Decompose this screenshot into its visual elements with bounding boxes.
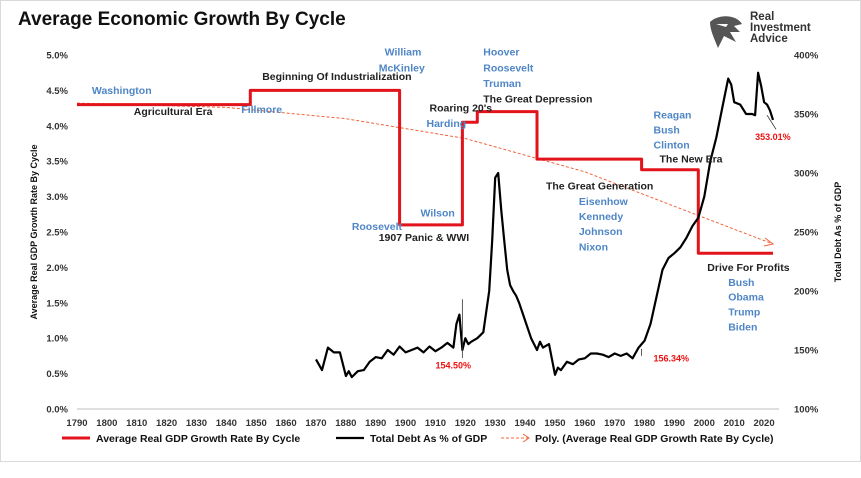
y-tick-label: 4.5%	[46, 86, 68, 97]
annotation-label: The Great Generation	[546, 181, 653, 193]
y-axis-title: Average Real GDP Growth Rate By Cycle	[29, 144, 39, 319]
logo-line3: Advice	[750, 33, 788, 45]
annotation-label: Agricultural Era	[134, 106, 213, 118]
y-tick-label: 3.5%	[46, 157, 68, 168]
legend-label: Poly. (Average Real GDP Growth Rate By C…	[535, 433, 773, 445]
annotation-label: Bush	[654, 125, 680, 137]
y-tick-label: 2.5%	[46, 228, 68, 239]
annotation-label: 1907 Panic & WWI	[379, 232, 470, 244]
legend-arrowhead	[522, 433, 530, 443]
annotation-label: Clinton	[654, 139, 690, 151]
annotation-label: Obama	[728, 292, 764, 304]
x-tick-label: 1950	[544, 418, 565, 429]
y-tick-label: 1.5%	[46, 298, 68, 309]
annotation-label: Trump	[728, 307, 760, 319]
x-tick-label: 1970	[604, 418, 625, 429]
logo-line1: Real	[750, 11, 775, 23]
chart-series	[76, 71, 777, 379]
y2-tick-label: 100%	[794, 405, 819, 416]
chart-title: Average Economic Growth By Cycle	[18, 9, 346, 30]
y2-tick-label: 200%	[794, 287, 819, 298]
annotation-label: The New Era	[660, 154, 723, 166]
annotation-label: Fillmore	[241, 104, 282, 116]
x-tick-label: 1900	[395, 418, 416, 429]
annotation-label: Harding	[427, 118, 467, 130]
annotation-label: Roosevelt	[483, 62, 534, 74]
x-tick-label: 2000	[694, 418, 715, 429]
annotation-label: William	[385, 47, 422, 59]
x-tick-label: 1910	[425, 418, 446, 429]
annotation-label: 353.01%	[755, 132, 791, 142]
y-tick-label: 1.0%	[46, 334, 68, 345]
y-tick-label: 5.0%	[46, 51, 68, 62]
x-tick-label: 1870	[305, 418, 326, 429]
annotation-label: 156.34%	[654, 354, 690, 364]
x-tick-label: 2020	[753, 418, 774, 429]
annotation-label: Eisenhow	[579, 196, 629, 208]
y2-tick-label: 300%	[794, 169, 819, 180]
annotation-label: Biden	[728, 321, 757, 333]
y-tick-label: 0.5%	[46, 369, 68, 380]
x-tick-label: 1880	[335, 418, 356, 429]
annotation-label: Reagan	[654, 110, 692, 122]
x-tick-label: 1800	[96, 418, 117, 429]
y2-tick-label: 350%	[794, 110, 819, 121]
annotation-label: Drive For Profits	[707, 262, 789, 274]
annotation-label: Washington	[92, 85, 152, 97]
y-tick-label: 4.0%	[46, 121, 68, 132]
annotation-label: 154.50%	[435, 361, 471, 371]
series-line-total-debt	[315, 71, 775, 379]
y-tick-label: 0.0%	[46, 405, 68, 416]
x-tick-label: 1840	[216, 418, 237, 429]
series-line-poly-trend	[76, 102, 774, 245]
chart-annotations: Washington Agricultural Era Fillmore Beginn…	[92, 47, 791, 371]
legend-label: Total Debt As % of GDP	[370, 433, 487, 445]
legend-label: Average Real GDP Growth Rate By Cycle	[96, 433, 300, 445]
annotation-label: Hoover	[483, 47, 519, 59]
trend-arrowhead	[763, 237, 775, 247]
annotation-label: Kennedy	[579, 211, 624, 223]
x-tick-label: 1850	[246, 418, 267, 429]
y2-tick-label: 400%	[794, 51, 819, 62]
x-tick-label: 1920	[455, 418, 476, 429]
annotation-label: McKinley	[379, 62, 425, 74]
annotation-label: Johnson	[579, 226, 623, 238]
annotation-label: Bush	[728, 277, 754, 289]
x-tick-label: 1980	[634, 418, 655, 429]
annotation-label: Nixon	[579, 241, 608, 253]
x-tick-label: 1940	[515, 418, 536, 429]
series-line-gdp-growth	[77, 88, 773, 255]
x-tick-label: 1830	[186, 418, 207, 429]
x-tick-label: 1790	[66, 418, 87, 429]
y2-tick-label: 150%	[794, 346, 819, 357]
y-tick-label: 2.0%	[46, 263, 68, 274]
y2-tick-label: 250%	[794, 228, 819, 239]
annotation-label: Beginning Of Industrialization	[262, 71, 411, 83]
x-tick-label: 1820	[156, 418, 177, 429]
x-tick-label: 2010	[724, 418, 745, 429]
x-tick-label: 1810	[126, 418, 147, 429]
annotation-label: Roosevelt	[352, 221, 403, 233]
y2-axis-title: Total Debt As % of GDP	[833, 182, 843, 283]
x-tick-label: 1890	[365, 418, 386, 429]
x-tick-label: 1930	[485, 418, 506, 429]
logo: Real Investment Advice	[706, 11, 816, 52]
logo-line2: Investment	[750, 22, 811, 34]
eagle-head-icon	[710, 16, 742, 48]
callout-leader-line	[766, 114, 777, 130]
x-tick-label: 1990	[664, 418, 685, 429]
annotation-label: Wilson	[421, 207, 455, 219]
y-tick-label: 3.0%	[46, 192, 68, 203]
x-tick-label: 1860	[276, 418, 297, 429]
annotation-label: Truman	[483, 78, 521, 90]
chart-axes: 1790 1800 1810 1820 1830 1840 1850 1860 1870 1880…	[29, 51, 843, 430]
annotation-label: Roaring 20's	[429, 103, 492, 115]
chart-legend: Average Real GDP Growth Rate By Cycle Tot…	[62, 433, 773, 445]
x-tick-label: 1960	[574, 418, 595, 429]
chart-frame	[0, 0, 861, 462]
annotation-label: The Great Depression	[483, 93, 592, 105]
